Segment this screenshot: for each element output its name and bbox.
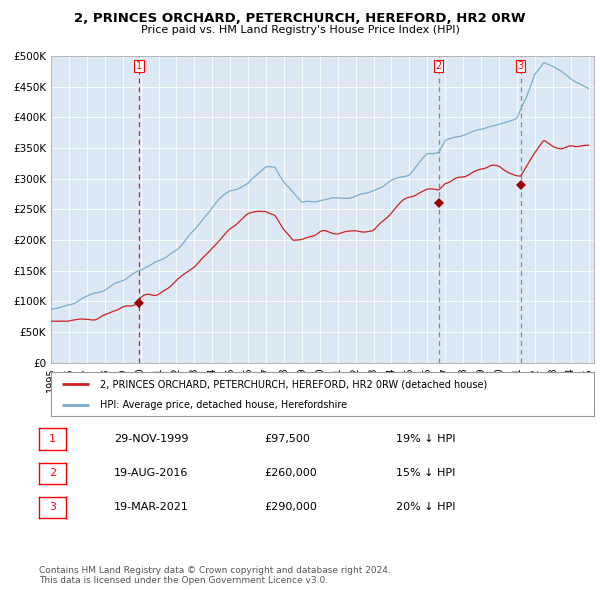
Text: 29-NOV-1999: 29-NOV-1999 bbox=[114, 434, 188, 444]
Text: 1: 1 bbox=[49, 434, 56, 444]
Text: £260,000: £260,000 bbox=[264, 468, 317, 478]
Text: 2: 2 bbox=[436, 61, 442, 71]
Text: 20% ↓ HPI: 20% ↓ HPI bbox=[396, 503, 455, 512]
Text: £97,500: £97,500 bbox=[264, 434, 310, 444]
Text: 3: 3 bbox=[49, 503, 56, 512]
Text: HPI: Average price, detached house, Herefordshire: HPI: Average price, detached house, Here… bbox=[100, 400, 347, 410]
Text: Contains HM Land Registry data © Crown copyright and database right 2024.
This d: Contains HM Land Registry data © Crown c… bbox=[39, 566, 391, 585]
Text: Price paid vs. HM Land Registry's House Price Index (HPI): Price paid vs. HM Land Registry's House … bbox=[140, 25, 460, 35]
Text: 1: 1 bbox=[136, 61, 142, 71]
Text: 2, PRINCES ORCHARD, PETERCHURCH, HEREFORD, HR2 0RW: 2, PRINCES ORCHARD, PETERCHURCH, HEREFOR… bbox=[74, 12, 526, 25]
Text: 2: 2 bbox=[49, 468, 56, 478]
Text: 3: 3 bbox=[518, 61, 524, 71]
Text: 19-MAR-2021: 19-MAR-2021 bbox=[114, 503, 189, 512]
Text: 19% ↓ HPI: 19% ↓ HPI bbox=[396, 434, 455, 444]
Text: £290,000: £290,000 bbox=[264, 503, 317, 512]
Text: 15% ↓ HPI: 15% ↓ HPI bbox=[396, 468, 455, 478]
Text: 19-AUG-2016: 19-AUG-2016 bbox=[114, 468, 188, 478]
Text: 2, PRINCES ORCHARD, PETERCHURCH, HEREFORD, HR2 0RW (detached house): 2, PRINCES ORCHARD, PETERCHURCH, HEREFOR… bbox=[100, 379, 487, 389]
